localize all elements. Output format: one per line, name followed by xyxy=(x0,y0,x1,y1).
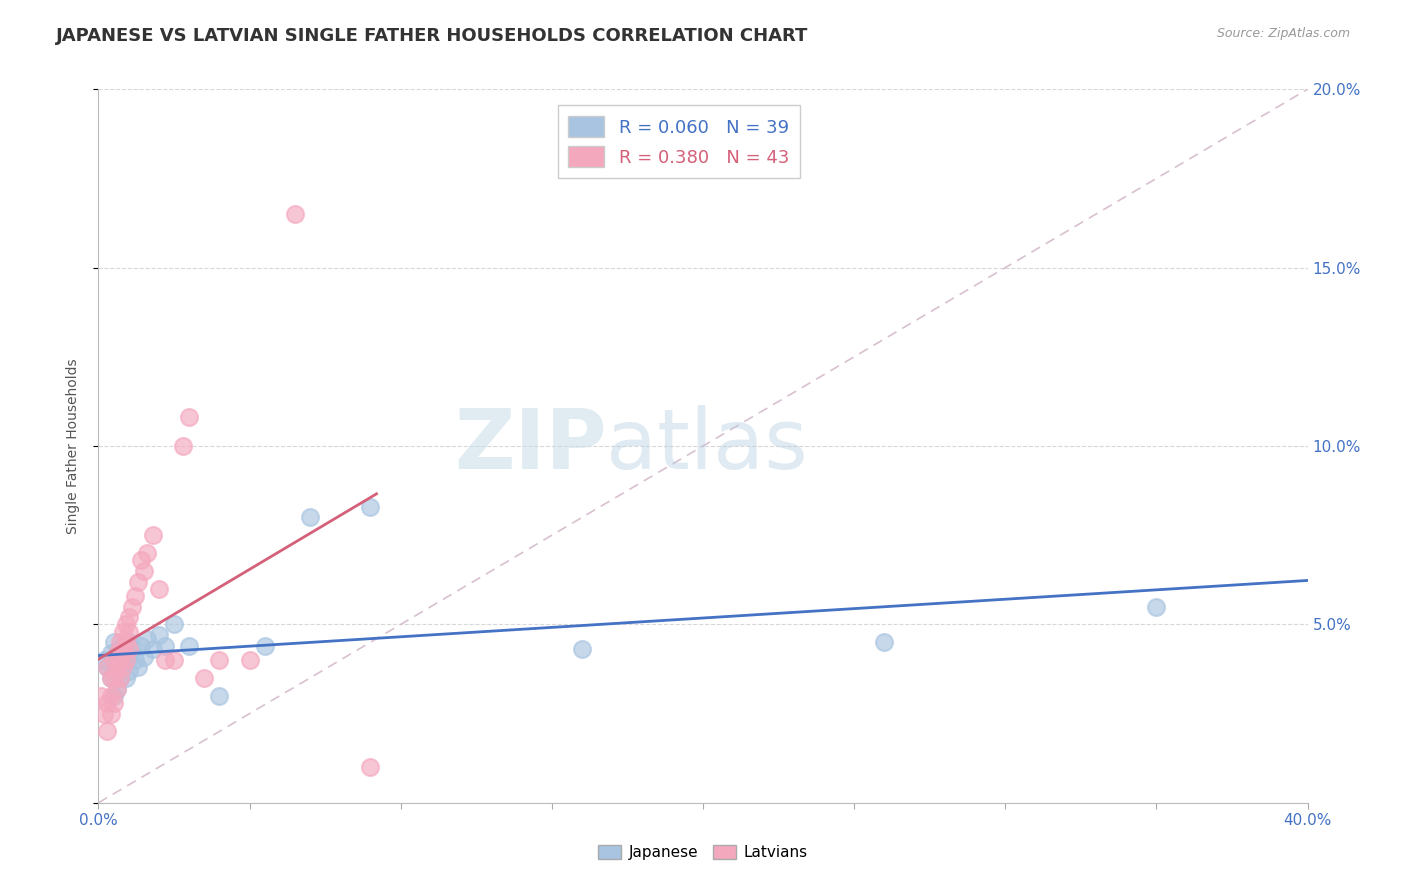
Point xyxy=(96,724,118,739)
Point xyxy=(118,635,141,649)
Point xyxy=(111,624,134,639)
Point xyxy=(360,760,382,774)
Point xyxy=(114,653,136,667)
Point xyxy=(873,635,896,649)
Point xyxy=(100,671,122,685)
Point xyxy=(148,628,170,642)
Point xyxy=(90,689,112,703)
Point xyxy=(103,689,125,703)
Point xyxy=(114,635,136,649)
Point xyxy=(108,671,131,685)
Point xyxy=(105,660,128,674)
Point xyxy=(299,510,322,524)
Legend: Japanese, Latvians: Japanese, Latvians xyxy=(592,839,814,866)
Point xyxy=(239,653,262,667)
Point xyxy=(153,653,176,667)
Point xyxy=(93,706,115,721)
Point xyxy=(118,646,141,660)
Point xyxy=(179,639,201,653)
Point xyxy=(103,653,125,667)
Point xyxy=(108,653,131,667)
Point xyxy=(127,574,149,589)
Legend: R = 0.060   N = 39, R = 0.380   N = 43: R = 0.060 N = 39, R = 0.380 N = 43 xyxy=(558,105,800,178)
Point xyxy=(121,599,143,614)
Point xyxy=(118,610,141,624)
Text: Source: ZipAtlas.com: Source: ZipAtlas.com xyxy=(1216,27,1350,40)
Point xyxy=(96,696,118,710)
Point xyxy=(105,660,128,674)
Text: JAPANESE VS LATVIAN SINGLE FATHER HOUSEHOLDS CORRELATION CHART: JAPANESE VS LATVIAN SINGLE FATHER HOUSEH… xyxy=(56,27,808,45)
Point xyxy=(111,642,134,657)
Point xyxy=(114,653,136,667)
Point xyxy=(118,664,141,678)
Point xyxy=(571,642,593,657)
Point xyxy=(108,642,131,657)
Point xyxy=(108,671,131,685)
Point xyxy=(100,689,122,703)
Point xyxy=(96,660,118,674)
Point xyxy=(132,649,155,664)
Point xyxy=(118,624,141,639)
Point xyxy=(103,635,125,649)
Text: atlas: atlas xyxy=(606,406,808,486)
Point xyxy=(172,439,194,453)
Point xyxy=(105,681,128,696)
Point xyxy=(105,681,128,696)
Point xyxy=(129,639,152,653)
Point xyxy=(163,653,186,667)
Point xyxy=(148,582,170,596)
Point xyxy=(142,528,165,542)
Point xyxy=(163,617,186,632)
Point xyxy=(153,639,176,653)
Point xyxy=(193,671,215,685)
Point xyxy=(111,660,134,674)
Point xyxy=(108,653,131,667)
Text: ZIP: ZIP xyxy=(454,406,606,486)
Point xyxy=(253,639,276,653)
Point xyxy=(100,671,122,685)
Point xyxy=(142,642,165,657)
Point xyxy=(114,671,136,685)
Point xyxy=(360,500,382,514)
Point xyxy=(135,632,157,646)
Point xyxy=(208,689,231,703)
Point xyxy=(103,696,125,710)
Y-axis label: Single Father Households: Single Father Households xyxy=(66,359,80,533)
Point xyxy=(105,646,128,660)
Point xyxy=(118,642,141,657)
Point xyxy=(108,635,131,649)
Point xyxy=(1144,599,1167,614)
Point xyxy=(93,653,115,667)
Point xyxy=(96,660,118,674)
Point xyxy=(129,553,152,567)
Point xyxy=(132,564,155,578)
Point xyxy=(105,646,128,660)
Point xyxy=(100,706,122,721)
Point xyxy=(111,660,134,674)
Point xyxy=(103,671,125,685)
Point xyxy=(121,642,143,657)
Point xyxy=(127,660,149,674)
Point xyxy=(208,653,231,667)
Point xyxy=(179,410,201,425)
Point xyxy=(124,653,146,667)
Point xyxy=(114,617,136,632)
Point xyxy=(100,646,122,660)
Point xyxy=(284,207,307,221)
Point xyxy=(114,646,136,660)
Point xyxy=(124,589,146,603)
Point xyxy=(111,639,134,653)
Point xyxy=(103,660,125,674)
Point xyxy=(135,546,157,560)
